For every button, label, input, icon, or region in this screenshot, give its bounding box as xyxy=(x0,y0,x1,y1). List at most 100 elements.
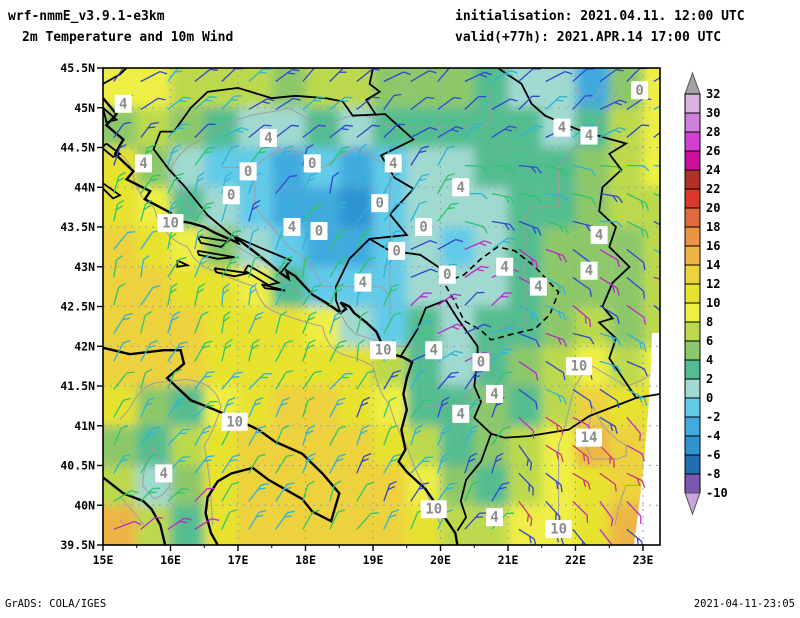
colorbar-bin xyxy=(684,226,701,247)
wind-barb xyxy=(599,220,623,228)
wind-barb xyxy=(167,368,182,390)
wind-barb xyxy=(167,172,184,194)
contour-label-box xyxy=(157,214,184,233)
wind-barb xyxy=(140,487,161,502)
y-axis-label: 42.5N xyxy=(60,300,95,314)
y-axis-label: 40.5N xyxy=(60,459,95,473)
wind-barb xyxy=(653,276,660,280)
x-axis-label: 17E xyxy=(228,553,249,567)
contour-label: 4 xyxy=(457,406,465,422)
wind-barb xyxy=(248,227,260,250)
wind-barb xyxy=(545,95,568,110)
contour-label-box xyxy=(529,277,547,296)
wind-barb xyxy=(356,96,380,111)
colorbar-bin xyxy=(684,245,701,266)
wind-barb xyxy=(437,173,455,194)
contour-label: 10 xyxy=(550,522,567,538)
colorbar-label: 8 xyxy=(706,315,713,329)
wind-barb xyxy=(437,350,463,362)
island-outline xyxy=(176,259,191,268)
wind-barb xyxy=(140,453,158,474)
wind-barb xyxy=(248,425,266,446)
contour-label: 4 xyxy=(585,128,593,144)
wind-barb xyxy=(653,164,660,167)
wind-barb xyxy=(383,229,403,250)
wind-barb xyxy=(194,487,215,502)
wind-barb xyxy=(599,472,617,492)
wind-barb xyxy=(248,283,258,306)
wind-barb xyxy=(410,145,430,166)
valid-time: valid(+77h): 2021.APR.14 17:00 UTC xyxy=(455,30,722,45)
wind-barb xyxy=(572,276,593,298)
wind-barb xyxy=(410,292,432,306)
wind-barb xyxy=(599,126,627,139)
wind-barb xyxy=(194,255,210,278)
wind-barb xyxy=(329,372,353,390)
wind-barb xyxy=(248,483,269,502)
colorbar-bin xyxy=(684,169,701,190)
contour-label: 0 xyxy=(392,243,400,259)
wind-barb xyxy=(437,452,450,474)
colorbar-label: 28 xyxy=(706,125,720,139)
wind-barb xyxy=(653,220,660,226)
x-axis-label: 19E xyxy=(363,553,384,567)
country-border xyxy=(364,68,382,117)
wind-barb xyxy=(329,509,346,530)
contour-label: 4 xyxy=(264,130,272,146)
wind-barb xyxy=(113,144,127,166)
wind-barb xyxy=(194,123,216,138)
y-axis-label: 44N xyxy=(74,180,95,194)
wind-barb xyxy=(329,425,347,446)
contour-label-box xyxy=(388,241,406,260)
wind-barb xyxy=(599,69,624,83)
wind-barb xyxy=(113,199,124,222)
wind-barb xyxy=(410,399,432,418)
wind-barb xyxy=(221,509,237,530)
wind-barbs xyxy=(113,68,660,545)
contour-label: 4 xyxy=(389,156,397,172)
contour-label: 4 xyxy=(595,227,603,243)
wind-barb xyxy=(275,482,295,502)
contour-label: 14 xyxy=(581,430,598,446)
wind-barb xyxy=(437,371,459,390)
wind-barb xyxy=(626,164,650,172)
wind-barb xyxy=(113,397,131,418)
wind-barb xyxy=(275,425,290,446)
wind-barb xyxy=(140,285,161,306)
wind-barb xyxy=(302,96,326,110)
colorbar-label: 6 xyxy=(706,334,713,348)
wind-barb xyxy=(167,517,192,530)
wind-barb xyxy=(572,528,587,545)
contour-label-box xyxy=(415,218,433,236)
contour-label-box xyxy=(631,81,649,100)
wind-barb xyxy=(221,310,231,334)
wind-barb xyxy=(572,192,597,205)
colorbar-bin xyxy=(684,188,701,209)
wind-barb xyxy=(221,256,240,278)
colorbar-bin xyxy=(684,454,701,475)
contour-label: 0 xyxy=(308,156,316,172)
wind-barb xyxy=(464,323,492,334)
contour-label-box xyxy=(371,194,389,213)
wind-barb xyxy=(599,360,622,374)
wind-barb xyxy=(464,265,489,278)
contour-label: 4 xyxy=(457,180,465,196)
contour-label-box xyxy=(354,273,372,292)
wind-barb xyxy=(410,369,427,390)
wind-barb xyxy=(626,192,649,211)
wind-barb xyxy=(167,256,187,278)
wind-barb xyxy=(383,93,402,110)
wind-barb xyxy=(194,68,218,83)
wind-barb xyxy=(599,192,624,204)
wind-barb xyxy=(302,202,324,222)
contour-label: 4 xyxy=(119,96,127,112)
contour-label-box xyxy=(239,162,257,181)
contour-label: 10 xyxy=(162,216,179,232)
island-outline xyxy=(260,283,286,292)
island-outline xyxy=(196,235,231,248)
wind-barb xyxy=(599,416,618,434)
wind-barb xyxy=(464,424,479,446)
contour-label-box xyxy=(135,154,152,173)
wind-barb xyxy=(356,396,371,418)
coastline xyxy=(103,346,341,545)
